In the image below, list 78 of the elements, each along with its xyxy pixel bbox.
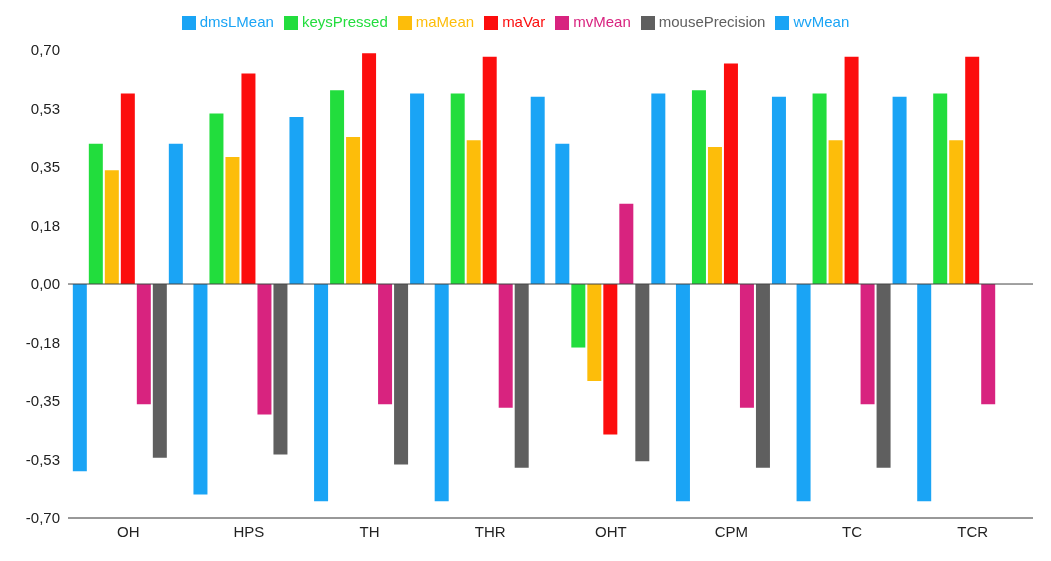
bar [136, 284, 151, 405]
x-tick-label: OH [117, 522, 140, 540]
legend-label: dmsLMean [199, 13, 274, 30]
bar [289, 116, 304, 285]
bar [981, 284, 996, 405]
y-tick-label: 0,53 [30, 99, 60, 117]
bar [691, 90, 706, 285]
bar [707, 146, 722, 285]
y-tick-label: 0,35 [30, 158, 60, 176]
x-tick-label: OHT [594, 522, 627, 540]
bar [844, 56, 859, 285]
bar [796, 284, 811, 502]
legend-label: maMean [415, 13, 475, 30]
x-tick-label: THR [474, 522, 506, 540]
bar [434, 284, 449, 502]
bar [120, 93, 135, 285]
bar [619, 203, 634, 285]
bar [812, 93, 827, 285]
x-tick-label: TH [359, 522, 380, 540]
legend-label: wvMean [793, 13, 850, 30]
bar [635, 284, 650, 462]
bar [530, 96, 545, 285]
bar [88, 143, 103, 285]
y-tick-label: 0,00 [30, 275, 60, 293]
bar [965, 56, 980, 285]
legend-label: keysPressed [301, 13, 388, 30]
legend-label: mvMean [573, 13, 631, 30]
bar [152, 284, 167, 458]
bar [675, 284, 690, 502]
bar [876, 284, 891, 468]
bar [739, 284, 754, 408]
bar [755, 284, 770, 468]
bar [892, 96, 907, 285]
bar [330, 90, 345, 285]
bar [72, 284, 87, 472]
bar [771, 96, 786, 285]
bar [860, 284, 875, 405]
x-tick-label: CPM [714, 522, 749, 540]
x-tick-label: HPS [233, 522, 265, 540]
bar [193, 284, 208, 495]
x-tick-label: TC [842, 522, 863, 540]
bar [498, 284, 513, 408]
bar [933, 93, 948, 285]
bar [104, 170, 119, 285]
y-tick-label: -0,18 [25, 333, 60, 351]
bar [394, 284, 409, 465]
y-tick-label: 0,18 [30, 216, 60, 234]
bar [828, 140, 843, 285]
bar [571, 284, 586, 348]
bar [555, 143, 570, 285]
legend-label: maVar [502, 13, 546, 30]
bar [917, 284, 932, 502]
bar [209, 113, 224, 285]
bar [603, 284, 618, 435]
bar [378, 284, 393, 405]
bar [168, 143, 183, 285]
bar [273, 284, 288, 455]
x-tick-label: TCR [957, 522, 989, 540]
bar [362, 53, 377, 285]
y-tick-label: -0,53 [25, 450, 60, 468]
bar [410, 93, 425, 285]
legend-label: mousePrecision [658, 13, 766, 30]
y-tick-label: -0,70 [25, 509, 60, 527]
bar [949, 140, 964, 285]
bar [723, 63, 738, 285]
bar [314, 284, 329, 502]
bar [466, 140, 481, 285]
bar [257, 284, 272, 415]
bar [651, 93, 666, 285]
bar [482, 56, 497, 285]
bar [346, 136, 361, 285]
bar [241, 73, 256, 285]
bar [450, 93, 465, 285]
y-tick-label: 0,70 [30, 41, 60, 59]
bar [514, 284, 529, 468]
y-tick-label: -0,35 [25, 392, 60, 410]
bar [225, 157, 240, 285]
bar [587, 284, 602, 381]
